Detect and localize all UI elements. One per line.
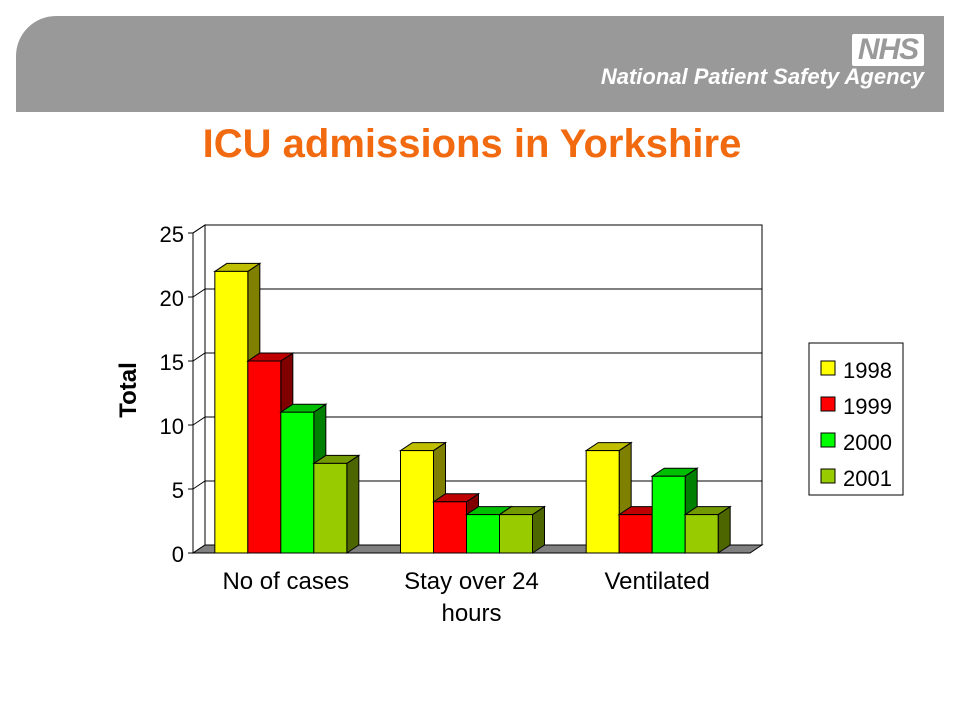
gridline: [192, 416, 762, 426]
nhs-logo-text: NHS: [857, 33, 919, 66]
bar-side-2001: [346, 454, 360, 554]
y-tick-label: 0: [172, 542, 184, 567]
y-tick-label: 20: [160, 286, 184, 311]
bar-1998: [400, 450, 434, 554]
x-tick-label: Stay over 24: [404, 568, 539, 595]
bar-2000: [280, 411, 315, 554]
bar-2001: [499, 514, 533, 554]
bar-1999: [618, 514, 653, 554]
nhs-logo: NHS: [852, 34, 924, 66]
legend-swatch-2000: [820, 432, 836, 448]
legend-label: 2000: [843, 430, 892, 455]
legend-label: 2001: [843, 466, 892, 491]
legend-swatch-1998: [820, 360, 836, 376]
gridline: [192, 480, 762, 490]
gridline: [192, 224, 762, 234]
bar-2001: [684, 514, 719, 554]
legend-label: 1999: [843, 394, 892, 419]
bar-2000: [466, 514, 500, 554]
bar-1999: [247, 360, 282, 554]
y-tick-label: 15: [160, 350, 184, 375]
x-tick-label: hours: [441, 600, 501, 627]
plot-side-wall: [192, 224, 206, 554]
gridline: [192, 352, 762, 362]
bar-1999: [433, 501, 467, 554]
y-tick-label: 10: [160, 414, 184, 439]
bar-2001: [313, 462, 348, 554]
gridline: [192, 288, 762, 298]
slide-title: ICU admissions in Yorkshire: [202, 122, 742, 166]
header-banner: [16, 16, 944, 112]
legend-swatch-1999: [820, 396, 836, 412]
y-tick-label: 5: [172, 478, 184, 503]
legend-swatch-2001: [820, 468, 836, 484]
y-tick-label: 25: [160, 222, 184, 247]
x-tick-label: No of cases: [222, 568, 349, 595]
legend-label: 1998: [843, 358, 892, 383]
bar-1998: [214, 270, 249, 554]
bar-2000: [651, 475, 686, 554]
y-axis-label: Total: [115, 362, 142, 418]
x-tick-label: Ventilated: [604, 568, 709, 595]
agency-name: National Patient Safety Agency: [600, 64, 924, 89]
bar-1998: [585, 450, 620, 554]
